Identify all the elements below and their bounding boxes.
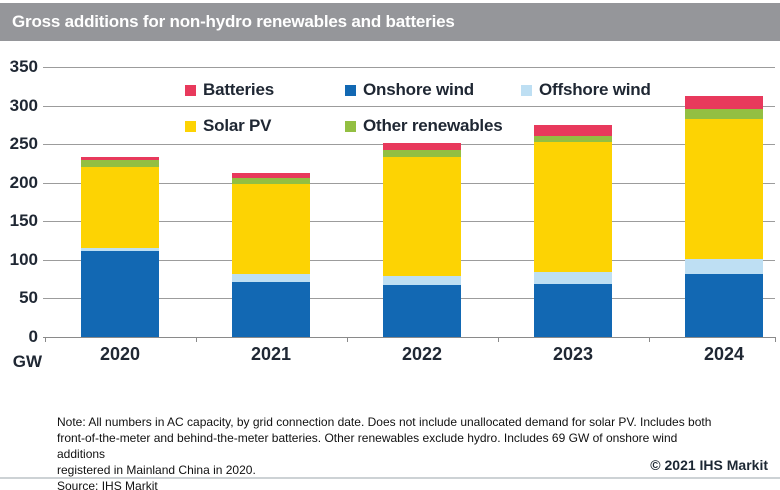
bar-segment-solar_pv-2020 [81, 167, 159, 248]
legend-swatch-batteries [185, 84, 196, 96]
bar-segment-offshore_wind-2024 [685, 259, 763, 274]
bar-segment-batteries-2022 [383, 143, 461, 150]
bar-segment-solar_pv-2022 [383, 157, 461, 277]
bar-segment-other_renewables-2022 [383, 149, 461, 158]
bar-segment-onshore_wind-2021 [232, 282, 310, 337]
bar-segment-onshore_wind-2023 [534, 283, 612, 337]
legend-item-onshore_wind: Onshore wind [345, 80, 474, 100]
footnote-line: registered in Mainland China in 2020. [57, 463, 256, 477]
chart-footnote: Note: All numbers in AC capacity, by gri… [57, 414, 717, 490]
legend-item-other_renewables: Other renewables [345, 116, 503, 136]
bar-segment-batteries-2021 [232, 173, 310, 179]
y-tick-label: 250 [9, 134, 38, 154]
y-tick-label: 350 [9, 57, 38, 76]
bar-segment-offshore_wind-2023 [534, 272, 612, 284]
bottom-divider [0, 477, 780, 479]
bar-segment-solar_pv-2023 [534, 141, 612, 273]
x-axis-tick [346, 337, 348, 342]
x-tick-label-2020: 2020 [99, 344, 141, 364]
x-axis-tick [45, 337, 46, 342]
plot-area: GW 0 50 100 150 200 250 300 350 2020 2021 2022 2023… [9, 57, 776, 371]
bar-segment-other_renewables-2024 [685, 108, 763, 120]
gridline [43, 105, 775, 107]
chart-title-bar: Gross additions for non-hydro renewables… [0, 3, 780, 41]
x-tick-label-2022: 2022 [401, 344, 443, 364]
bar-segment-other_renewables-2021 [232, 178, 310, 185]
y-tick-label: 300 [9, 95, 38, 115]
x-axis-tick [648, 337, 650, 342]
bar-segment-batteries-2020 [81, 157, 159, 161]
x-axis-tick [195, 337, 197, 342]
legend-item-batteries: Batteries [185, 80, 274, 100]
bar-segment-onshore_wind-2024 [685, 273, 763, 337]
bar-segment-offshore_wind-2022 [383, 276, 461, 286]
legend-swatch-solar_pv [185, 120, 196, 132]
bar-segment-batteries-2023 [534, 124, 612, 136]
footnote-line: Note: All numbers in AC capacity, by gri… [57, 415, 712, 429]
y-tick-label: 50 [19, 288, 38, 308]
source-label: Source: IHS Markit [57, 479, 158, 490]
y-tick-label: 150 [9, 211, 38, 231]
legend-swatch-other_renewables [345, 120, 356, 132]
copyright-label: © 2021 IHS Markit [650, 457, 768, 473]
bar-segment-solar_pv-2024 [685, 119, 763, 260]
chart-title: Gross additions for non-hydro renewables… [12, 12, 455, 31]
x-axis-tick [775, 337, 776, 342]
gridline [43, 67, 775, 68]
y-tick-label: 200 [9, 172, 38, 192]
legend-label: Solar PV [203, 116, 272, 135]
legend-label: Batteries [203, 80, 274, 99]
bar-segment-offshore_wind-2021 [232, 273, 310, 283]
x-tick-label-2024: 2024 [703, 344, 745, 364]
legend-label: Other renewables [363, 116, 503, 135]
legend-swatch-offshore_wind [521, 84, 532, 96]
x-tick-label-2021: 2021 [250, 344, 292, 364]
bar-segment-other_renewables-2023 [534, 135, 612, 142]
x-axis-baseline [43, 337, 775, 338]
bar-segment-offshore_wind-2020 [81, 247, 159, 251]
footnote-line: front-of-the-meter and behind-the-meter … [57, 431, 678, 461]
x-tick-label-2023: 2023 [552, 344, 594, 364]
legend-label: Offshore wind [539, 80, 651, 99]
bar-segment-batteries-2024 [685, 96, 763, 109]
bar-segment-onshore_wind-2022 [383, 285, 461, 337]
bar-segment-other_renewables-2020 [81, 160, 159, 168]
bar-segment-onshore_wind-2020 [81, 250, 159, 337]
legend-item-offshore_wind: Offshore wind [521, 80, 651, 100]
y-axis-unit-label: GW [12, 352, 42, 371]
legend-label: Onshore wind [363, 80, 474, 99]
legend-item-solar_pv: Solar PV [185, 116, 272, 136]
x-axis-tick [497, 337, 499, 342]
legend-swatch-onshore_wind [345, 84, 356, 96]
bar-segment-solar_pv-2021 [232, 184, 310, 274]
y-tick-label: 100 [9, 249, 38, 269]
y-tick-label: 0 [28, 327, 38, 346]
